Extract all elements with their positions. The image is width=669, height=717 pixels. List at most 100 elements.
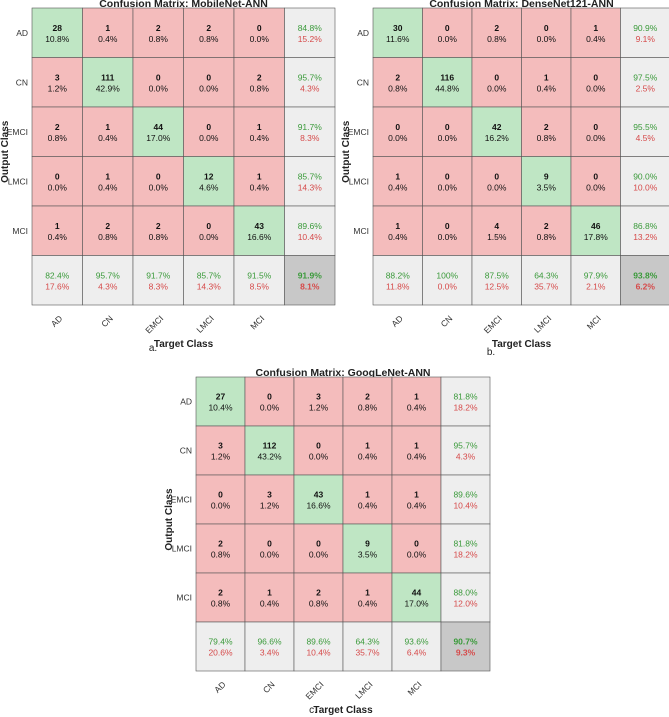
row-precision: 95.5%	[633, 122, 658, 132]
cell-percent: 0.4%	[98, 182, 118, 192]
summary-cell	[620, 57, 669, 108]
summary-cell	[471, 255, 522, 306]
col-recall: 100%	[436, 270, 458, 280]
matrix-cell	[31, 106, 83, 157]
cell-percent: 0.8%	[211, 599, 231, 609]
cell-percent: 0.0%	[260, 550, 280, 560]
col-recall: 93.6%	[404, 637, 429, 647]
matrix-cell	[570, 156, 621, 207]
overall-error: 6.2%	[636, 281, 656, 291]
cell-percent: 0.8%	[149, 232, 169, 242]
y-tick-label: EMCI	[171, 495, 192, 505]
summary-cell	[620, 156, 669, 207]
row-error: 12.0%	[453, 599, 478, 609]
cell-count: 1	[257, 122, 262, 132]
x-tick-label: EMCI	[482, 313, 504, 335]
matrix-cell	[82, 106, 134, 157]
cell-percent: 1.2%	[211, 452, 231, 462]
col-error: 12.5%	[485, 281, 510, 291]
cell-count: 116	[440, 72, 454, 82]
row-precision: 95.7%	[298, 72, 323, 82]
cell-percent: 0.0%	[438, 182, 458, 192]
cell-count: 0	[395, 122, 400, 132]
summary-cell	[195, 621, 246, 672]
x-tick-label: CN	[261, 679, 277, 695]
row-error: 14.3%	[298, 182, 323, 192]
matrix-cell	[195, 425, 246, 476]
cell-count: 0	[316, 441, 321, 451]
matrix-cell	[244, 376, 295, 427]
row-precision: 95.7%	[453, 441, 478, 451]
cell-count: 28	[53, 23, 63, 33]
matrix-cell-diagonal	[82, 57, 134, 108]
cell-percent: 0.8%	[487, 34, 507, 44]
summary-cell	[132, 255, 184, 306]
cell-count: 1	[365, 490, 370, 500]
cell-percent: 0.0%	[250, 34, 270, 44]
cell-count: 1	[395, 221, 400, 231]
cell-percent: 1.5%	[487, 232, 507, 242]
cell-percent: 0.0%	[199, 232, 219, 242]
matrix-cell	[293, 572, 344, 623]
col-recall: 97.9%	[584, 270, 609, 280]
cell-count: 2	[218, 539, 223, 549]
cell-percent: 0.0%	[199, 133, 219, 143]
cell-count: 44	[412, 588, 422, 598]
matrix-cell	[372, 106, 423, 157]
cell-count: 2	[156, 221, 161, 231]
matrix-cell	[521, 106, 572, 157]
row-precision: 84.8%	[298, 23, 323, 33]
matrix-cell	[471, 156, 522, 207]
panel-label: a.	[149, 343, 157, 354]
col-recall: 64.3%	[355, 637, 380, 647]
summary-cell	[293, 621, 344, 672]
matrix-cell	[293, 376, 344, 427]
matrix-cell-diagonal	[132, 106, 184, 157]
cell-count: 2	[544, 221, 549, 231]
cell-percent: 0.4%	[48, 232, 68, 242]
matrix-cell	[244, 474, 295, 525]
col-recall: 79.4%	[208, 637, 233, 647]
cell-count: 1	[105, 23, 110, 33]
cell-percent: 11.6%	[386, 34, 410, 44]
row-error: 18.2%	[453, 403, 478, 413]
cell-percent: 0.0%	[260, 403, 280, 413]
cell-count: 0	[206, 72, 211, 82]
cell-count: 1	[365, 588, 370, 598]
summary-cell	[620, 7, 669, 58]
cell-percent: 0.0%	[586, 133, 606, 143]
cell-count: 3	[316, 392, 321, 402]
matrix-cell-diagonal	[244, 425, 295, 476]
summary-cell	[31, 255, 83, 306]
matrix-cell	[132, 156, 184, 207]
matrix-cell	[132, 205, 184, 256]
col-recall: 64.3%	[534, 270, 559, 280]
cell-percent: 0.0%	[407, 550, 427, 560]
summary-cell	[284, 106, 336, 157]
cell-percent: 0.4%	[388, 182, 408, 192]
col-error: 8.5%	[250, 281, 270, 291]
summary-cell	[440, 474, 491, 525]
summary-cell	[244, 621, 295, 672]
cell-count: 2	[55, 122, 60, 132]
col-recall: 89.6%	[306, 637, 331, 647]
row-error: 10.4%	[298, 232, 323, 242]
cell-percent: 0.8%	[537, 232, 557, 242]
matrix-cell	[471, 205, 522, 256]
cell-count: 2	[544, 122, 549, 132]
row-error: 8.3%	[300, 133, 320, 143]
cell-count: 0	[206, 221, 211, 231]
cell-count: 1	[544, 72, 549, 82]
col-recall: 85.7%	[197, 270, 222, 280]
matrix-cell	[372, 205, 423, 256]
cell-percent: 1.2%	[48, 83, 68, 93]
cell-percent: 16.2%	[485, 133, 510, 143]
matrix-cell	[183, 57, 235, 108]
summary-cell	[82, 255, 134, 306]
matrix-cell	[183, 7, 235, 58]
cell-count: 1	[414, 392, 419, 402]
summary-cell	[372, 255, 423, 306]
x-tick-label: EMCI	[143, 313, 165, 335]
y-tick-label: LMCI	[349, 176, 369, 186]
